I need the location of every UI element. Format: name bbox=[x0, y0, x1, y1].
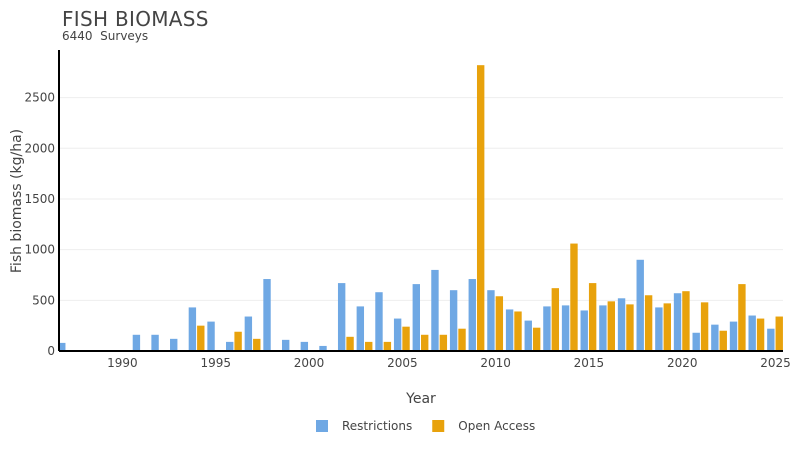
x-tick-2015: 2015 bbox=[574, 356, 605, 370]
bar-open-access-2010 bbox=[495, 296, 504, 351]
bar-restrictions-1991 bbox=[132, 334, 141, 351]
bar-open-access-2024 bbox=[756, 318, 765, 351]
x-tick-2020: 2020 bbox=[667, 356, 698, 370]
legend-swatch-restrictions bbox=[316, 420, 328, 432]
bar-restrictions-2007 bbox=[431, 269, 439, 351]
bar-restrictions-2016 bbox=[599, 305, 607, 351]
chart-title: FISH BIOMASS bbox=[62, 7, 209, 31]
x-axis-label: Year bbox=[405, 391, 436, 407]
bars bbox=[58, 65, 783, 351]
bar-open-access-2014 bbox=[570, 243, 578, 351]
bar-restrictions-1987 bbox=[58, 342, 66, 351]
bar-restrictions-1996 bbox=[226, 341, 234, 351]
grid-lines bbox=[59, 97, 783, 301]
bar-open-access-2025 bbox=[775, 316, 783, 351]
bar-restrictions-2011 bbox=[505, 309, 514, 351]
bar-restrictions-1994 bbox=[188, 307, 197, 351]
bar-restrictions-2002 bbox=[337, 283, 346, 351]
bar-open-access-2017 bbox=[626, 304, 634, 351]
bar-restrictions-2005 bbox=[393, 318, 402, 351]
bar-restrictions-2008 bbox=[449, 290, 458, 351]
bar-open-access-2021 bbox=[700, 302, 709, 351]
bar-open-access-2016 bbox=[607, 301, 615, 351]
bar-restrictions-2025 bbox=[767, 328, 775, 351]
bar-open-access-1997 bbox=[253, 338, 261, 351]
bar-restrictions-2023 bbox=[729, 321, 738, 351]
y-tick-1000: 1000 bbox=[24, 243, 55, 257]
bar-restrictions-2017 bbox=[617, 298, 626, 351]
bar-restrictions-2020 bbox=[673, 293, 682, 351]
bar-open-access-2020 bbox=[682, 291, 690, 351]
x-tick-2005: 2005 bbox=[387, 356, 418, 370]
x-tick-2025: 2025 bbox=[760, 356, 791, 370]
bar-restrictions-2019 bbox=[655, 307, 663, 351]
legend-label-open-access: Open Access bbox=[458, 419, 535, 433]
bar-open-access-2011 bbox=[514, 311, 522, 351]
bar-restrictions-1995 bbox=[207, 321, 215, 351]
bar-restrictions-2000 bbox=[300, 341, 309, 351]
x-tick-1990: 1990 bbox=[107, 356, 138, 370]
bar-open-access-2022 bbox=[719, 330, 727, 351]
legend: Restrictions Open Access bbox=[316, 419, 535, 433]
bar-restrictions-1993 bbox=[170, 338, 178, 351]
bar-open-access-2003 bbox=[365, 341, 373, 351]
chart-subtitle: 6440 Surveys bbox=[62, 29, 149, 43]
bar-open-access-2013 bbox=[551, 288, 560, 351]
bar-restrictions-2013 bbox=[543, 306, 551, 351]
bar-restrictions-2009 bbox=[468, 279, 476, 351]
y-tick-500: 500 bbox=[32, 293, 55, 307]
bar-restrictions-2012 bbox=[524, 320, 532, 351]
bar-restrictions-2006 bbox=[412, 284, 420, 351]
y-tick-2000: 2000 bbox=[24, 141, 55, 155]
bar-restrictions-2021 bbox=[692, 332, 700, 351]
bar-open-access-2015 bbox=[588, 283, 597, 351]
bar-open-access-2008 bbox=[458, 328, 466, 351]
bar-restrictions-2004 bbox=[375, 292, 383, 351]
bar-open-access-2004 bbox=[383, 341, 392, 351]
bar-open-access-2023 bbox=[738, 284, 746, 351]
bar-restrictions-2010 bbox=[487, 290, 495, 351]
bar-open-access-2002 bbox=[346, 336, 354, 351]
y-tick-labels: 0 500 1000 1500 2000 2500 bbox=[24, 91, 55, 358]
bar-open-access-2006 bbox=[421, 334, 429, 351]
bar-restrictions-1999 bbox=[281, 339, 290, 351]
bar-restrictions-1997 bbox=[244, 316, 253, 351]
bar-restrictions-1992 bbox=[151, 334, 159, 351]
x-tick-2010: 2010 bbox=[480, 356, 511, 370]
x-tick-2000: 2000 bbox=[294, 356, 325, 370]
bar-restrictions-2001 bbox=[319, 345, 327, 351]
bar-open-access-2005 bbox=[402, 326, 410, 351]
bar-open-access-2019 bbox=[663, 303, 671, 351]
bar-restrictions-2015 bbox=[580, 310, 588, 351]
y-tick-1500: 1500 bbox=[24, 192, 55, 206]
x-tick-1995: 1995 bbox=[200, 356, 231, 370]
bar-restrictions-2022 bbox=[711, 324, 719, 351]
bar-restrictions-2014 bbox=[561, 305, 570, 351]
legend-label-restrictions: Restrictions bbox=[342, 419, 412, 433]
bar-open-access-2009 bbox=[476, 65, 485, 351]
bar-open-access-2018 bbox=[644, 295, 653, 351]
bar-restrictions-1998 bbox=[263, 279, 271, 351]
y-tick-2500: 2500 bbox=[24, 91, 55, 105]
bar-open-access-2012 bbox=[532, 327, 541, 351]
legend-swatch-open-access bbox=[432, 420, 445, 432]
bar-restrictions-2003 bbox=[356, 306, 365, 351]
axes bbox=[58, 50, 783, 352]
y-axis-label: Fish biomass (kg/ha) bbox=[9, 129, 25, 273]
bar-open-access-1994 bbox=[197, 325, 205, 351]
bar-open-access-1996 bbox=[234, 331, 242, 351]
bar-open-access-2007 bbox=[439, 334, 448, 351]
x-tick-labels: 1990 1995 2000 2005 2010 2015 2020 2025 bbox=[107, 356, 791, 370]
bar-restrictions-2018 bbox=[636, 259, 644, 351]
bar-restrictions-2024 bbox=[748, 315, 756, 351]
y-tick-0: 0 bbox=[47, 344, 55, 358]
